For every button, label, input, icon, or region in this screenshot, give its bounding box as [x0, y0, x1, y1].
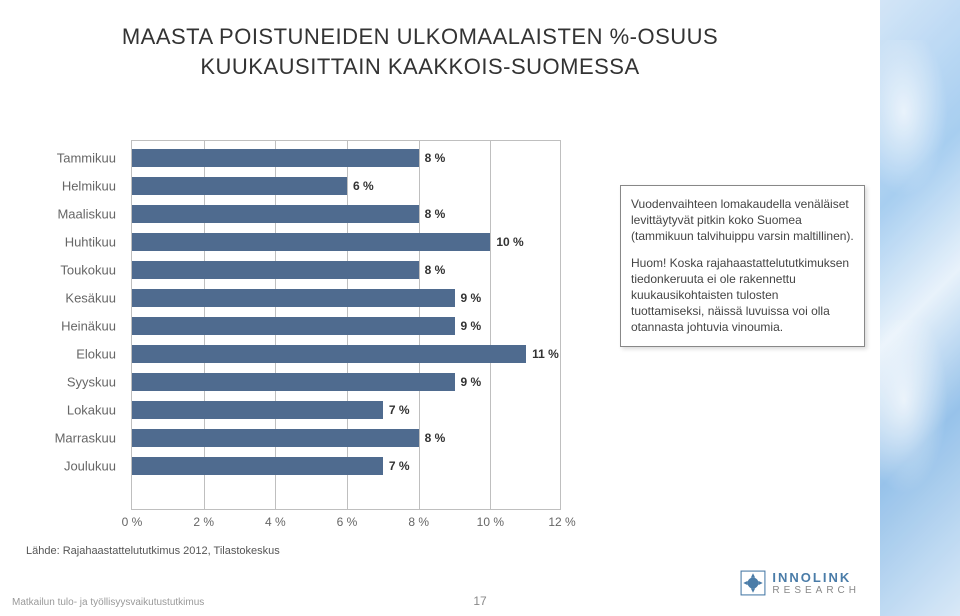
chart-bar — [132, 233, 490, 251]
source-line: Lähde: Rajahaastattelututkimus 2012, Til… — [26, 545, 280, 557]
chart-bar — [132, 317, 455, 335]
chart-category-label: Marraskuu — [29, 431, 124, 446]
slide-page: { "title": "MAASTA POISTUNEIDEN ULKOMAAL… — [0, 0, 960, 616]
chart-x-tick: 6 % — [337, 515, 358, 529]
chart-bar-row: 8 % — [132, 205, 562, 223]
chart-bar-row: 8 % — [132, 149, 562, 167]
chart-category-label: Heinäkuu — [29, 319, 124, 334]
chart-value-label: 8 % — [419, 263, 446, 277]
chart-category-label: Elokuu — [29, 347, 124, 362]
chart-x-tick: 10 % — [477, 515, 504, 529]
annotation-paragraph: Vuodenvaihteen lomakaudella venäläiset l… — [631, 196, 854, 245]
chart-value-label: 8 % — [419, 151, 446, 165]
chart-value-label: 7 % — [383, 459, 410, 473]
chart-category-label: Maaliskuu — [29, 207, 124, 222]
chart-bar — [132, 177, 347, 195]
chart-value-label: 6 % — [347, 179, 374, 193]
chart-bar-row: 8 % — [132, 429, 562, 447]
chart-category-label: Huhtikuu — [29, 235, 124, 250]
brand-logo: INNOLINK RESEARCH — [740, 570, 860, 596]
annotation-paragraph: Huom! Koska rajahaastattelututkimuksen t… — [631, 255, 854, 336]
chart-x-tick: 12 % — [548, 515, 575, 529]
chart-value-label: 7 % — [383, 403, 410, 417]
chart-x-tick: 0 % — [122, 515, 143, 529]
chart-category-label: Toukokuu — [29, 263, 124, 278]
chart-value-label: 9 % — [455, 319, 482, 333]
annotation-box: Vuodenvaihteen lomakaudella venäläiset l… — [620, 185, 865, 347]
chart-bar-row: 6 % — [132, 177, 562, 195]
chart-bar — [132, 429, 419, 447]
chart-bar — [132, 373, 455, 391]
logo-mark-icon — [740, 570, 766, 596]
chart-bar-row: 9 % — [132, 317, 562, 335]
chart-bar — [132, 401, 383, 419]
chart-value-label: 8 % — [419, 207, 446, 221]
chart-bar-row: 8 % — [132, 261, 562, 279]
chart-value-label: 9 % — [455, 375, 482, 389]
chart-plot-area: 0 %2 %4 %6 %8 %10 %12 %8 %Tammikuu6 %Hel… — [131, 140, 561, 510]
chart-bar-row: 11 % — [132, 345, 562, 363]
chart-bar — [132, 261, 419, 279]
footer-study-name: Matkailun tulo- ja työllisyysvaikutustut… — [12, 597, 204, 608]
chart-bar — [132, 205, 419, 223]
chart-value-label: 8 % — [419, 431, 446, 445]
chart-value-label: 11 % — [526, 347, 559, 361]
chart-x-tick: 4 % — [265, 515, 286, 529]
page-number: 17 — [473, 594, 486, 608]
monthly-share-chart: 0 %2 %4 %6 %8 %10 %12 %8 %Tammikuu6 %Hel… — [36, 140, 576, 510]
chart-category-label: Syyskuu — [29, 375, 124, 390]
decorative-side-strip — [880, 0, 960, 616]
chart-bar-row: 7 % — [132, 457, 562, 475]
chart-bar-row: 10 % — [132, 233, 562, 251]
chart-category-label: Helmikuu — [29, 179, 124, 194]
chart-x-tick: 2 % — [193, 515, 214, 529]
chart-category-label: Lokakuu — [29, 403, 124, 418]
chart-bar — [132, 149, 419, 167]
chart-bar — [132, 289, 455, 307]
logo-text-bottom: RESEARCH — [772, 585, 860, 596]
chart-category-label: Tammikuu — [29, 151, 124, 166]
chart-value-label: 9 % — [455, 291, 482, 305]
chart-bar-row: 7 % — [132, 401, 562, 419]
chart-value-label: 10 % — [490, 235, 523, 249]
logo-text-top: INNOLINK — [772, 570, 860, 585]
chart-category-label: Joulukuu — [29, 459, 124, 474]
chart-bar-row: 9 % — [132, 373, 562, 391]
page-title: MAASTA POISTUNEIDEN ULKOMAALAISTEN %-OSU… — [60, 22, 780, 81]
chart-bar — [132, 345, 526, 363]
chart-bar-row: 9 % — [132, 289, 562, 307]
chart-category-label: Kesäkuu — [29, 291, 124, 306]
chart-bar — [132, 457, 383, 475]
chart-x-tick: 8 % — [408, 515, 429, 529]
